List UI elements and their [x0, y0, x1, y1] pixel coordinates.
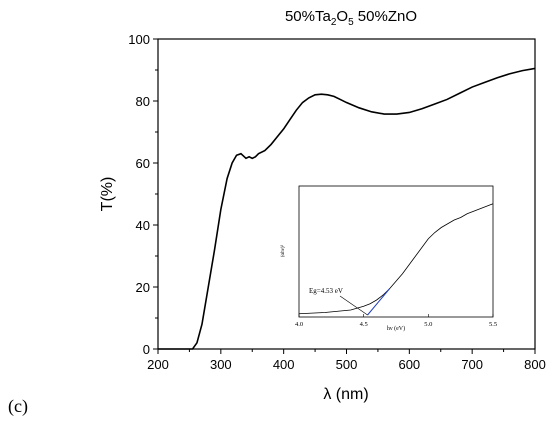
inset-x-axis-label: hν (eV): [387, 325, 405, 332]
y-axis-label: T(%): [99, 177, 116, 212]
y-tick-label: 0: [143, 342, 150, 357]
inset-x-tick-label: 4.5: [360, 321, 368, 328]
x-tick-label: 800: [524, 357, 546, 372]
x-tick-label: 600: [398, 357, 420, 372]
inset-annotation-arrow: [339, 295, 368, 316]
inset-tangent-line: [367, 288, 390, 316]
inset-y-axis-label: (αhν)²: [280, 244, 286, 257]
x-tick-label: 200: [147, 357, 169, 372]
inset-x-tick-label: 4.0: [295, 321, 303, 328]
inset-plot-frame: [298, 185, 494, 318]
x-tick-label: 300: [210, 357, 232, 372]
inset-tauc-line: [298, 203, 494, 315]
y-tick-label: 40: [136, 218, 150, 233]
inset-x-tick-label: 5.0: [424, 321, 432, 328]
x-tick-label: 500: [336, 357, 358, 372]
inset-axis-ticks: 4.0 4.5 5.0 5.5: [295, 314, 497, 328]
main-transmittance-line: [158, 67, 536, 350]
x-tick-label: 400: [273, 357, 295, 372]
x-axis-label: λ (nm): [323, 386, 368, 403]
y-tick-label: 60: [136, 156, 150, 171]
inset-x-tick-label: 5.5: [489, 321, 497, 328]
chart-title: 50%Ta2O5 50%ZnO: [285, 8, 417, 28]
inset-annotation: Eg=4.53 eV: [309, 287, 343, 295]
main-axis-ticks: 200 300 400 500 600 700 800 0 20 40 60 80 100: [128, 32, 546, 372]
y-tick-label: 20: [136, 280, 150, 295]
y-tick-label: 100: [128, 32, 150, 47]
x-tick-label: 700: [461, 357, 483, 372]
panel-label: (c): [8, 396, 28, 417]
y-tick-label: 80: [136, 94, 150, 109]
